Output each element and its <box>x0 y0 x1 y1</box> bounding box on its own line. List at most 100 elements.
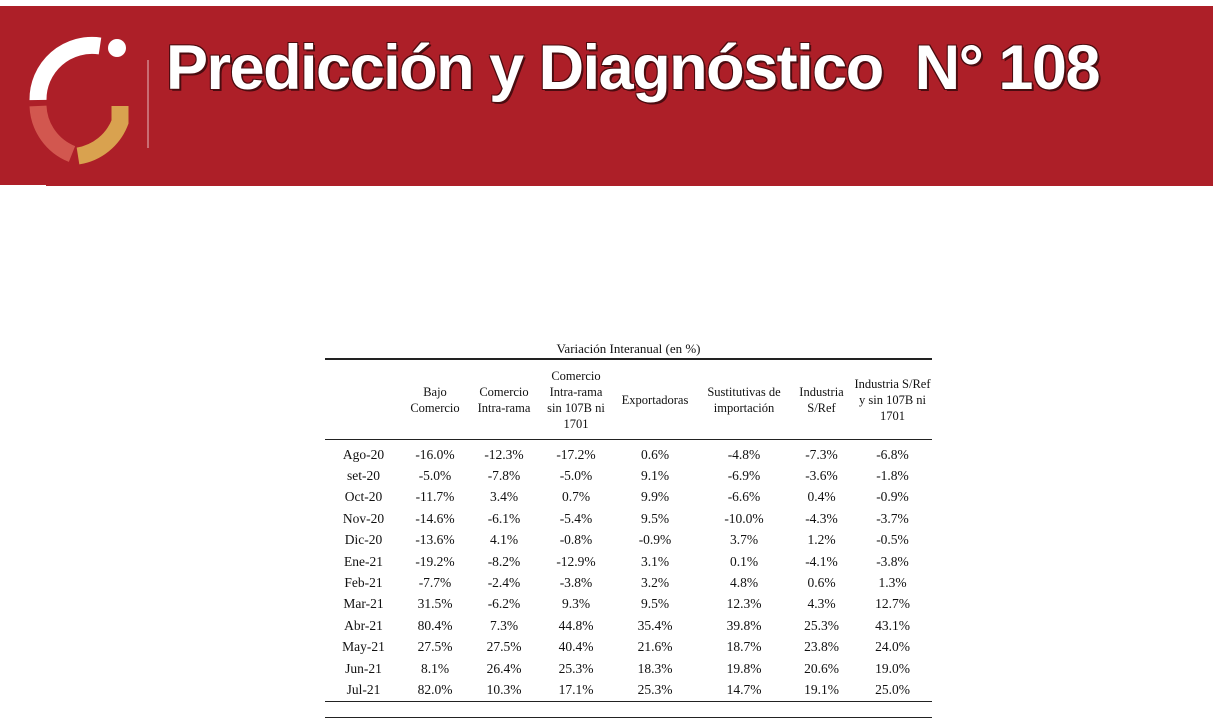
table-cell: -3.8% <box>876 553 909 569</box>
column-header: Industria S/Ref <box>790 359 853 440</box>
table-row: Oct-20 -11.7% 3.4% 0.7% 9.9% -6.6% 0.4% -0.9% <box>325 487 932 508</box>
table-cell: 43.1% <box>875 617 910 633</box>
table-cell: 23.8% <box>804 639 839 655</box>
table-cell: -2.4% <box>487 575 521 591</box>
table-row: Jun-21 8.1% 26.4% 25.3% 18.3% 19.8% 20.6% 19.0% <box>325 658 932 679</box>
table-caption: Variación Interanual (en %) <box>556 341 701 356</box>
header-banner: Predicción y Diagnóstico N° 108 <box>0 6 1213 186</box>
table-cell: 9.9% <box>640 489 670 505</box>
table-cell: 8.1% <box>420 660 450 676</box>
row-label: Jun-21 <box>345 660 382 676</box>
table-row: May-21 27.5% 27.5% 40.4% 21.6% 18.7% 23.8% 24.0… <box>325 637 932 658</box>
table-cell: 27.5% <box>417 639 453 655</box>
table-cell: 4.1% <box>489 532 519 548</box>
table-cell: -10.0% <box>724 510 764 526</box>
table-cell: -5.0% <box>418 468 452 484</box>
table-cell: -19.2% <box>415 553 455 569</box>
table-cell: -6.9% <box>727 468 761 484</box>
table-cell: 82.0% <box>402 679 468 702</box>
row-label: Abr-21 <box>344 617 383 633</box>
table-cell: -7.8% <box>487 468 521 484</box>
table-cell: 0.6% <box>640 446 670 462</box>
table-cell: -3.6% <box>805 468 838 484</box>
table-cell: -12.9% <box>556 553 596 569</box>
table-cell: -4.3% <box>805 510 838 526</box>
table-cell: -6.2% <box>487 596 521 612</box>
table-cell: -5.0% <box>559 468 593 484</box>
column-header: Sustitutivas de importación <box>698 359 790 440</box>
table-cell: 25.3% <box>612 679 698 702</box>
row-label: Nov-20 <box>342 510 385 526</box>
table-cell: 25.3% <box>804 617 839 633</box>
table-row: Abr-21 80.4% 7.3% 44.8% 35.4% 39.8% 25.3% 43.1% <box>325 615 932 636</box>
table-header-row: Bajo Comercio Comercio Intra-rama Comercio… <box>325 359 932 440</box>
table-cell: 25.0% <box>853 679 932 702</box>
row-label: Feb-21 <box>344 575 383 591</box>
table-cell: -12.3% <box>484 446 524 462</box>
table-cell: 21.6% <box>637 639 673 655</box>
table-cell: 4.8% <box>729 575 759 591</box>
table-cell: -4.8% <box>727 446 761 462</box>
table-cell: -13.6% <box>415 532 455 548</box>
table-cell: 0.1% <box>729 553 759 569</box>
table-cell: -16.0% <box>415 446 455 462</box>
table-cell: 20.6% <box>804 660 839 676</box>
column-header: Industria S/Ref y sin 107B ni 1701 <box>853 359 932 440</box>
table-cell: 19.1% <box>790 679 853 702</box>
circular-arc-logo-icon <box>29 36 129 165</box>
table-cell: 4.3% <box>807 596 836 612</box>
table-cell: -6.6% <box>727 489 761 505</box>
table-cell: -0.5% <box>876 532 909 548</box>
table-cell: -1.8% <box>876 468 909 484</box>
row-label: Oct-20 <box>344 489 383 505</box>
table-cell: -3.8% <box>559 575 593 591</box>
row-label: May-21 <box>342 639 385 655</box>
table-row: Jul-21 82.0% 10.3% 17.1% 25.3% 14.7% 19.1% 25.0… <box>325 679 932 702</box>
table-cell: -5.4% <box>559 510 593 526</box>
table-cell: 24.0% <box>875 639 910 655</box>
table-cell: -0.9% <box>876 489 909 505</box>
table-cell: -4.1% <box>805 553 838 569</box>
table-cell: 0.6% <box>807 575 836 591</box>
table-cell: 9.5% <box>640 510 670 526</box>
table-cell: -0.9% <box>638 532 672 548</box>
table-row: Ene-21 -19.2% -8.2% -12.9% 3.1% 0.1% -4.1% -3.8… <box>325 551 932 572</box>
table-cell: 9.3% <box>561 596 591 612</box>
banner-edge <box>0 185 46 187</box>
table-cell: 3.2% <box>640 575 670 591</box>
table-cell: 39.8% <box>726 617 762 633</box>
table-cell: -14.6% <box>415 510 455 526</box>
table-cell: 3.7% <box>729 532 759 548</box>
table-row: Dic-20 -13.6% 4.1% -0.8% -0.9% 3.7% 1.2% -0.5% <box>325 530 932 551</box>
table-cell: 27.5% <box>486 639 522 655</box>
table-row: Nov-20 -14.6% -6.1% -5.4% 9.5% -10.0% -4.3% -3.… <box>325 508 932 529</box>
table-cell: 12.7% <box>875 596 910 612</box>
table-cell: -7.3% <box>805 446 838 462</box>
column-header: Comercio Intra-rama sin 107B ni 1701 <box>540 359 612 440</box>
row-label: Ene-21 <box>344 553 383 569</box>
table-cell: 1.2% <box>807 532 836 548</box>
table-cell: 17.1% <box>540 679 612 702</box>
table-row: set-20 -5.0% -7.8% -5.0% 9.1% -6.9% -3.6% -1.8% <box>325 465 932 486</box>
table-cell: -6.1% <box>487 510 521 526</box>
table-cell: 7.3% <box>489 617 519 633</box>
row-label: Ago-20 <box>342 446 385 462</box>
row-label: Mar-21 <box>343 596 384 612</box>
row-label: Dic-20 <box>344 532 383 548</box>
table-cell: 18.7% <box>726 639 762 655</box>
table-cell: 9.5% <box>640 596 670 612</box>
row-label: set-20 <box>347 468 380 484</box>
table-cell: -17.2% <box>556 446 596 462</box>
table-cell: 19.0% <box>875 660 910 676</box>
table-cell: 80.4% <box>417 617 453 633</box>
table-cell: -6.8% <box>876 446 909 462</box>
table-cell: 44.8% <box>558 617 594 633</box>
column-header: Exportadoras <box>612 359 698 440</box>
table-cell: 3.4% <box>489 489 519 505</box>
table-row: Mar-21 31.5% -6.2% 9.3% 9.5% 12.3% 4.3% 12.7% <box>325 594 932 615</box>
table-cell: -0.8% <box>559 532 593 548</box>
data-table: Bajo Comercio Comercio Intra-rama Comercio… <box>325 358 932 702</box>
table-cell: -3.7% <box>876 510 909 526</box>
table-cell: 40.4% <box>558 639 594 655</box>
table-cell: 0.7% <box>561 489 591 505</box>
